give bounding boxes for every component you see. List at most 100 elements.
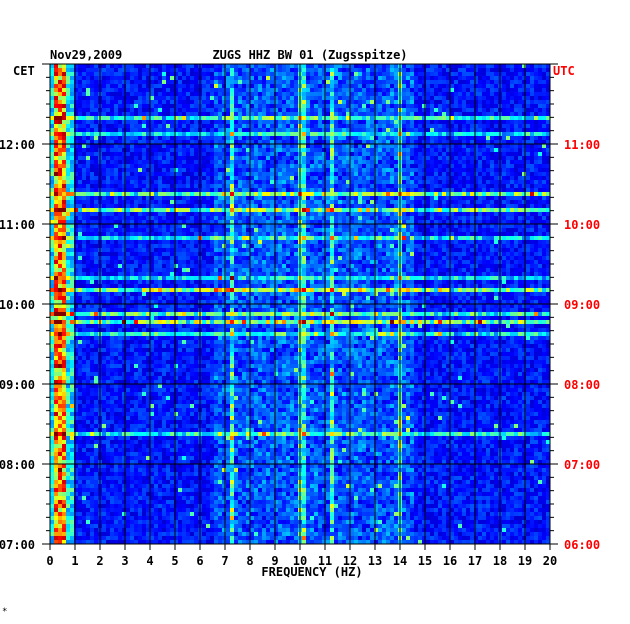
heatmap-cell: [358, 120, 363, 125]
heatmap-cell: [458, 108, 463, 113]
heatmap-cell: [302, 168, 307, 173]
heatmap-cell: [410, 160, 415, 165]
heatmap-cell: [138, 124, 143, 129]
heatmap-cell: [174, 72, 179, 77]
heatmap-cell: [242, 164, 247, 169]
heatmap-cell: [494, 152, 499, 157]
heatmap-cell: [458, 204, 463, 209]
heatmap-cell: [470, 92, 475, 97]
heatmap-cell: [62, 120, 67, 125]
heatmap-cell: [150, 216, 155, 221]
heatmap-cell: [462, 192, 467, 197]
heatmap-cell: [90, 88, 95, 93]
heatmap-cell: [186, 220, 191, 225]
heatmap-cell: [194, 204, 199, 209]
heatmap-cell: [474, 104, 479, 109]
heatmap-cell: [182, 124, 187, 129]
heatmap-cell: [470, 76, 475, 81]
heatmap-cell: [246, 156, 251, 161]
heatmap-cell: [462, 216, 467, 221]
heatmap-cell: [358, 140, 363, 145]
heatmap-cell: [158, 140, 163, 145]
heatmap-cell: [210, 200, 215, 205]
heatmap-cell: [126, 204, 131, 209]
heatmap-cell: [146, 128, 151, 133]
heatmap-cell: [150, 152, 155, 157]
heatmap-cell: [358, 92, 363, 97]
heatmap-cell: [478, 84, 483, 89]
heatmap-cell: [494, 148, 499, 153]
heatmap-cell: [234, 188, 239, 193]
heatmap-cell: [306, 112, 311, 117]
heatmap-cell: [446, 148, 451, 153]
heatmap-cell: [478, 120, 483, 125]
heatmap-cell: [226, 152, 231, 157]
heatmap-cell: [210, 160, 215, 165]
heatmap-cell: [546, 172, 551, 177]
heatmap-cell: [158, 168, 163, 173]
heatmap-cell: [218, 140, 223, 145]
heatmap-cell: [434, 92, 439, 97]
heatmap-cell: [462, 168, 467, 173]
heatmap-cell: [142, 172, 147, 177]
heatmap-cell: [110, 92, 115, 97]
heatmap-cell: [490, 116, 495, 121]
heatmap-cell: [174, 80, 179, 85]
heatmap-cell: [310, 164, 315, 169]
heatmap-cell: [358, 80, 363, 85]
heatmap-cell: [182, 136, 187, 141]
heatmap-cell: [438, 140, 443, 145]
heatmap-cell: [218, 68, 223, 73]
heatmap-cell: [230, 108, 235, 113]
heatmap-cell: [250, 80, 255, 85]
heatmap-cell: [534, 124, 539, 129]
heatmap-cell: [458, 84, 463, 89]
heatmap-cell: [242, 100, 247, 105]
heatmap-cell: [142, 64, 147, 69]
heatmap-cell: [234, 168, 239, 173]
heatmap-cell: [242, 68, 247, 73]
heatmap-cell: [90, 84, 95, 89]
heatmap-cell: [118, 84, 123, 89]
heatmap-cell: [70, 172, 75, 177]
heatmap-cell: [118, 208, 123, 213]
heatmap-cell: [58, 220, 63, 225]
heatmap-cell: [322, 220, 327, 225]
heatmap-cell: [382, 80, 387, 85]
heatmap-cell: [462, 132, 467, 137]
heatmap-cell: [210, 212, 215, 217]
heatmap-cell: [102, 104, 107, 109]
heatmap-cell: [418, 160, 423, 165]
heatmap-cell: [446, 144, 451, 149]
heatmap-cell: [182, 148, 187, 153]
heatmap-cell: [266, 76, 271, 81]
heatmap-cell: [278, 84, 283, 89]
heatmap-cell: [426, 168, 431, 173]
heatmap-cell: [246, 152, 251, 157]
heatmap-cell: [438, 116, 443, 121]
heatmap-cell: [350, 164, 355, 169]
heatmap-cell: [230, 88, 235, 93]
heatmap-cell: [122, 212, 127, 217]
heatmap-cell: [422, 104, 427, 109]
heatmap-cell: [314, 140, 319, 145]
heatmap-cell: [382, 180, 387, 185]
heatmap-cell: [246, 92, 251, 97]
heatmap-cell: [206, 164, 211, 169]
heatmap-cell: [154, 128, 159, 133]
heatmap-cell: [134, 220, 139, 225]
heatmap-cell: [310, 148, 315, 153]
heatmap-cell: [226, 164, 231, 169]
heatmap-cell: [318, 92, 323, 97]
heatmap-cell: [230, 152, 235, 157]
heatmap-cell: [430, 212, 435, 217]
heatmap-cell: [522, 180, 527, 185]
heatmap-cell: [178, 156, 183, 161]
heatmap-cell: [174, 196, 179, 201]
heatmap-cell: [222, 204, 227, 209]
heatmap-cell: [294, 164, 299, 169]
heatmap-cell: [486, 104, 491, 109]
heatmap-cell: [58, 144, 63, 149]
heatmap-cell: [242, 120, 247, 125]
heatmap-cell: [442, 144, 447, 149]
